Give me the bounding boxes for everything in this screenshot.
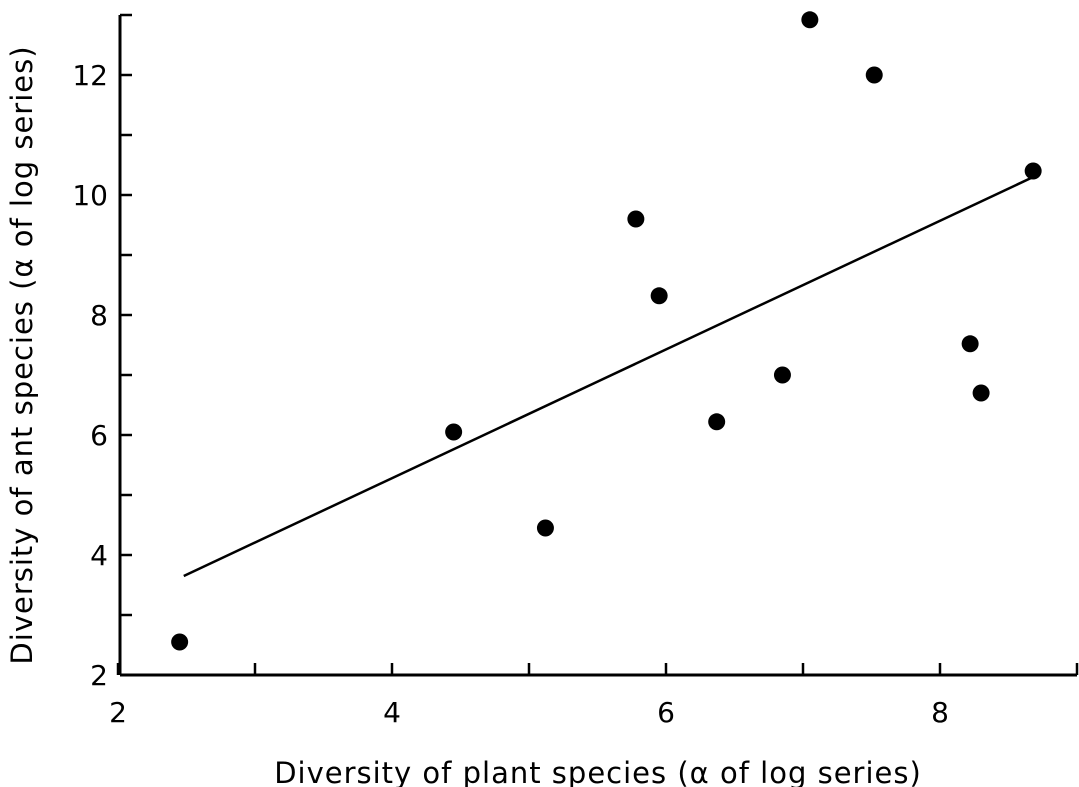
y-tick-label: 2 — [90, 659, 108, 692]
trend-line — [183, 175, 1034, 578]
axis-ticks — [116, 13, 1079, 677]
y-axis-title: Diversity of ant species (α of log serie… — [5, 45, 39, 664]
axis-tick-labels: 2 4 6 8 2 4 6 8 10 12 — [72, 59, 949, 729]
y-tick-label: 6 — [90, 419, 108, 452]
data-point — [961, 335, 979, 353]
data-point — [773, 366, 791, 384]
data-point — [972, 384, 990, 402]
data-point — [650, 287, 668, 305]
x-tick-label: 2 — [109, 696, 127, 729]
data-point — [627, 210, 645, 228]
y-tick-label: 4 — [90, 539, 108, 572]
x-tick-label: 8 — [931, 696, 949, 729]
x-tick-label: 6 — [657, 696, 675, 729]
data-points — [171, 11, 1042, 651]
data-point — [1024, 162, 1042, 180]
data-point — [801, 11, 819, 29]
data-point — [445, 423, 463, 441]
data-point — [708, 413, 726, 431]
data-point — [536, 519, 554, 537]
x-tick-label: 4 — [383, 696, 401, 729]
y-tick-label: 8 — [90, 299, 108, 332]
y-tick-label: 10 — [72, 179, 108, 212]
y-tick-label: 12 — [72, 59, 108, 92]
data-point — [865, 66, 883, 84]
x-axis-title: Diversity of plant species (α of log ser… — [274, 756, 922, 787]
data-point — [171, 633, 189, 651]
